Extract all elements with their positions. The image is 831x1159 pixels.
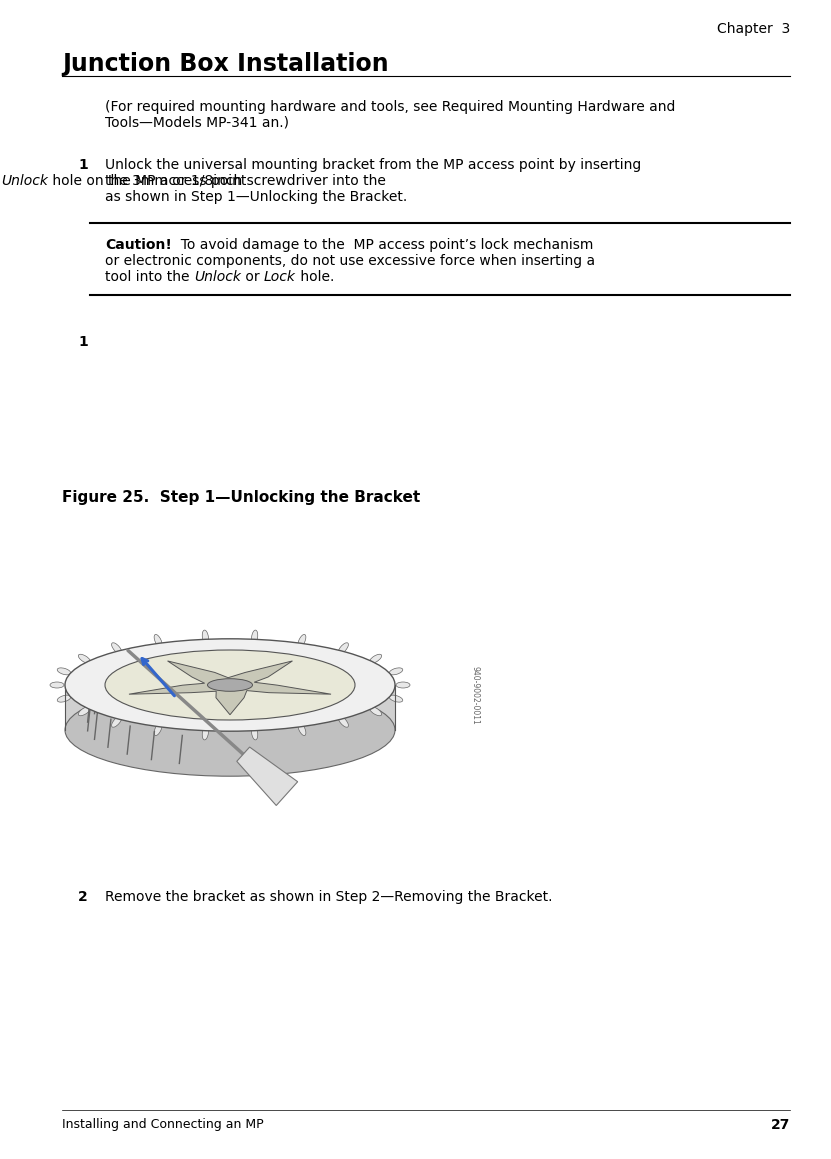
Text: Installing and Connecting an MP: Installing and Connecting an MP — [62, 1118, 263, 1131]
Text: 1: 1 — [78, 335, 88, 349]
Ellipse shape — [202, 630, 209, 644]
Ellipse shape — [389, 695, 403, 702]
Ellipse shape — [105, 650, 355, 720]
Ellipse shape — [370, 707, 381, 716]
Text: hole.: hole. — [296, 270, 334, 284]
Text: Unlock: Unlock — [194, 270, 241, 284]
Ellipse shape — [252, 630, 258, 644]
Text: Remove the bracket as shown in Step 2—Removing the Bracket.: Remove the bracket as shown in Step 2—Re… — [105, 890, 553, 904]
Ellipse shape — [297, 634, 306, 648]
Ellipse shape — [208, 679, 253, 691]
Ellipse shape — [78, 707, 91, 716]
Text: Unlock the universal mounting bracket from the MP access point by inserting: Unlock the universal mounting bracket fr… — [105, 158, 642, 172]
Text: Junction Box Installation: Junction Box Installation — [62, 52, 389, 76]
Ellipse shape — [111, 643, 122, 654]
Ellipse shape — [396, 681, 410, 688]
PathPatch shape — [65, 685, 395, 730]
Text: (For required mounting hardware and tools, see Required Mounting Hardware and: (For required mounting hardware and tool… — [105, 100, 676, 114]
Ellipse shape — [338, 643, 348, 654]
Text: 1: 1 — [78, 158, 88, 172]
Text: Figure 25.  Step 1—Unlocking the Bracket: Figure 25. Step 1—Unlocking the Bracket — [62, 490, 420, 505]
Text: or: or — [241, 270, 263, 284]
Ellipse shape — [57, 668, 71, 675]
Text: the 3mm or 1/8inch screwdriver into the: the 3mm or 1/8inch screwdriver into the — [105, 174, 391, 188]
Text: 27: 27 — [770, 1118, 790, 1132]
Ellipse shape — [78, 655, 91, 663]
Ellipse shape — [154, 634, 162, 648]
Text: as shown in Step 1—Unlocking the Bracket.: as shown in Step 1—Unlocking the Bracket… — [105, 190, 407, 204]
Polygon shape — [129, 661, 331, 715]
Ellipse shape — [252, 726, 258, 739]
Ellipse shape — [202, 726, 209, 739]
Ellipse shape — [57, 695, 71, 702]
Ellipse shape — [338, 716, 348, 727]
Ellipse shape — [65, 639, 395, 731]
Text: To avoid damage to the  MP access point’s lock mechanism: To avoid damage to the MP access point’s… — [172, 238, 593, 252]
Text: Caution!: Caution! — [105, 238, 172, 252]
Text: Tools—Models MP-341 an.): Tools—Models MP-341 an.) — [105, 116, 289, 130]
Ellipse shape — [389, 668, 403, 675]
Ellipse shape — [50, 681, 64, 688]
Text: tool into the: tool into the — [105, 270, 194, 284]
Text: 2: 2 — [78, 890, 88, 904]
Polygon shape — [237, 748, 297, 806]
Text: Unlock: Unlock — [1, 174, 48, 188]
Ellipse shape — [370, 655, 381, 663]
Text: or electronic components, do not use excessive force when inserting a: or electronic components, do not use exc… — [105, 254, 595, 268]
Ellipse shape — [65, 684, 395, 777]
Text: Chapter  3: Chapter 3 — [717, 22, 790, 36]
Text: 940-9002-0011: 940-9002-0011 — [470, 665, 479, 724]
Ellipse shape — [111, 716, 122, 727]
Ellipse shape — [297, 722, 306, 736]
Text: Lock: Lock — [263, 270, 296, 284]
Text: hole on the MP access point: hole on the MP access point — [48, 174, 246, 188]
Ellipse shape — [154, 722, 162, 736]
